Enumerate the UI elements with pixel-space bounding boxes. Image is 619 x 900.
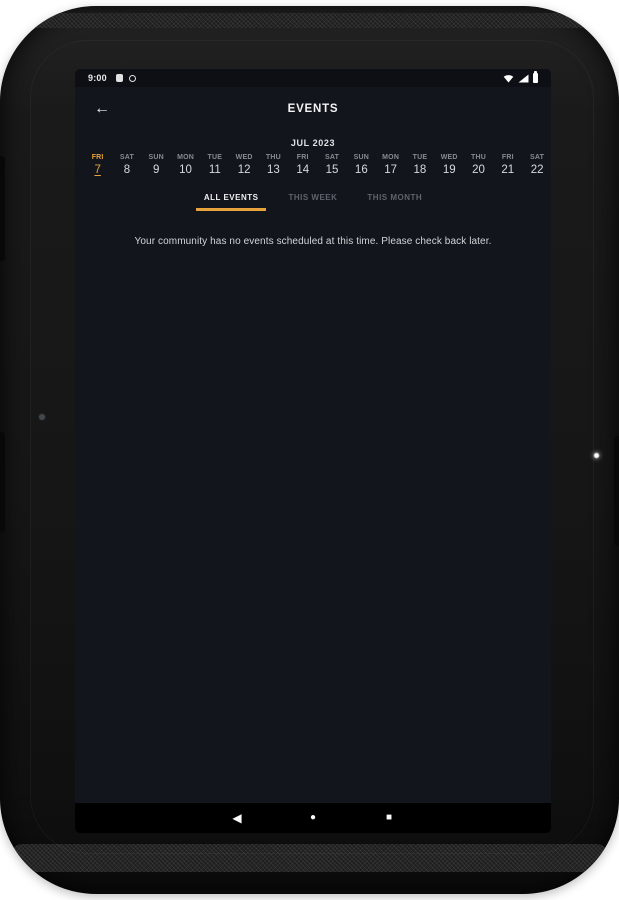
calendar-day-21[interactable]: FRI 21 bbox=[493, 154, 522, 176]
empty-state-message: Your community has no events scheduled a… bbox=[134, 236, 492, 247]
day-number: 11 bbox=[208, 164, 221, 176]
app-screen: 9:00 ← EVENTS JUL 2023 FRI 7 bbox=[75, 69, 551, 833]
tab-this-month[interactable]: THIS MONTH bbox=[359, 189, 430, 211]
day-of-week-label: THU bbox=[265, 154, 281, 161]
notification-icon bbox=[128, 74, 136, 82]
calendar-month-label: JUL 2023 bbox=[290, 138, 336, 148]
calendar-day-10[interactable]: MON 10 bbox=[171, 154, 200, 176]
notification-icon bbox=[115, 74, 123, 82]
tablet-device-frame: 9:00 ← EVENTS JUL 2023 FRI 7 bbox=[0, 6, 619, 894]
day-number: 18 bbox=[413, 164, 427, 176]
day-of-week-label: WED bbox=[235, 154, 253, 161]
day-number: 7 bbox=[94, 164, 101, 176]
calendar-date-strip[interactable]: FRI 7 SAT 8 SUN 9 MON 10 bbox=[75, 154, 551, 176]
side-button bbox=[614, 436, 619, 546]
nav-recents-icon[interactable]: ■ bbox=[380, 811, 398, 825]
day-number: 12 bbox=[237, 164, 251, 176]
calendar-day-9[interactable]: SUN 9 bbox=[142, 154, 171, 176]
day-number: 16 bbox=[354, 164, 368, 176]
battery-icon bbox=[533, 71, 538, 83]
bezel-inner-rim bbox=[30, 40, 594, 854]
camera-led-icon bbox=[593, 452, 600, 459]
tab-this-week[interactable]: THIS WEEK bbox=[280, 189, 345, 211]
nav-back-icon[interactable]: ◀ bbox=[228, 810, 246, 826]
status-time: 9:00 bbox=[88, 73, 107, 83]
side-button bbox=[0, 156, 5, 261]
wifi-icon bbox=[503, 75, 514, 83]
speaker-grille-bottom bbox=[12, 844, 607, 872]
day-number: 21 bbox=[501, 164, 515, 176]
day-number: 20 bbox=[472, 164, 485, 176]
cellular-signal-icon bbox=[518, 74, 529, 83]
day-of-week-label: FRI bbox=[501, 154, 514, 161]
app-bar: ← EVENTS bbox=[75, 87, 551, 131]
day-of-week-label: TUE bbox=[412, 154, 428, 161]
status-left-icons bbox=[115, 74, 136, 82]
day-number: 8 bbox=[123, 164, 131, 176]
day-number: 22 bbox=[530, 164, 544, 176]
speaker-grille-top bbox=[12, 13, 607, 28]
android-nav-bar: ◀ ● ■ bbox=[75, 803, 551, 833]
day-of-week-label: SUN bbox=[148, 154, 164, 161]
calendar-day-8[interactable]: SAT 8 bbox=[112, 154, 141, 176]
tab-all-events[interactable]: ALL EVENTS bbox=[195, 189, 267, 211]
calendar-day-22[interactable]: SAT 22 bbox=[522, 154, 551, 176]
day-of-week-label: SAT bbox=[530, 154, 545, 161]
calendar-day-20[interactable]: THU 20 bbox=[464, 154, 493, 176]
day-of-week-label: TUE bbox=[207, 154, 223, 161]
day-of-week-label: WED bbox=[440, 154, 458, 161]
calendar-day-11[interactable]: TUE 11 bbox=[200, 154, 229, 176]
events-tab-bar: ALL EVENTS THIS WEEK THIS MONTH bbox=[75, 189, 551, 211]
day-of-week-label: SAT bbox=[119, 154, 134, 161]
calendar-day-12[interactable]: WED 12 bbox=[229, 154, 258, 176]
calendar-day-17[interactable]: MON 17 bbox=[376, 154, 405, 176]
calendar-day-18[interactable]: TUE 18 bbox=[405, 154, 434, 176]
day-of-week-label: FRI bbox=[296, 154, 309, 161]
day-number: 13 bbox=[267, 164, 280, 176]
day-of-week-label: THU bbox=[471, 154, 486, 161]
day-of-week-label: FRI bbox=[91, 154, 104, 161]
day-number: 15 bbox=[325, 164, 339, 176]
day-number: 14 bbox=[296, 164, 310, 176]
calendar-day-14[interactable]: FRI 14 bbox=[288, 154, 317, 176]
day-of-week-label: MON bbox=[177, 154, 194, 161]
front-camera-icon bbox=[39, 414, 45, 420]
nav-home-icon[interactable]: ● bbox=[304, 811, 322, 825]
calendar-day-13[interactable]: THU 13 bbox=[259, 154, 288, 176]
status-right-icons bbox=[503, 71, 538, 83]
page-title: EVENTS bbox=[287, 103, 339, 115]
day-number: 17 bbox=[384, 164, 398, 176]
day-of-week-label: SAT bbox=[324, 154, 340, 161]
day-of-week-label: SUN bbox=[353, 154, 370, 161]
day-number: 9 bbox=[153, 164, 160, 176]
calendar-day-7[interactable]: FRI 7 bbox=[83, 154, 112, 176]
side-button bbox=[0, 432, 5, 532]
status-bar: 9:00 bbox=[75, 69, 551, 87]
back-button[interactable]: ← bbox=[88, 97, 116, 121]
calendar-day-16[interactable]: SUN 16 bbox=[347, 154, 376, 176]
calendar-day-15[interactable]: SAT 15 bbox=[317, 154, 346, 176]
calendar-day-19[interactable]: WED 19 bbox=[435, 154, 464, 176]
day-number: 19 bbox=[442, 164, 456, 176]
day-number: 10 bbox=[179, 164, 192, 176]
day-of-week-label: MON bbox=[382, 154, 400, 161]
